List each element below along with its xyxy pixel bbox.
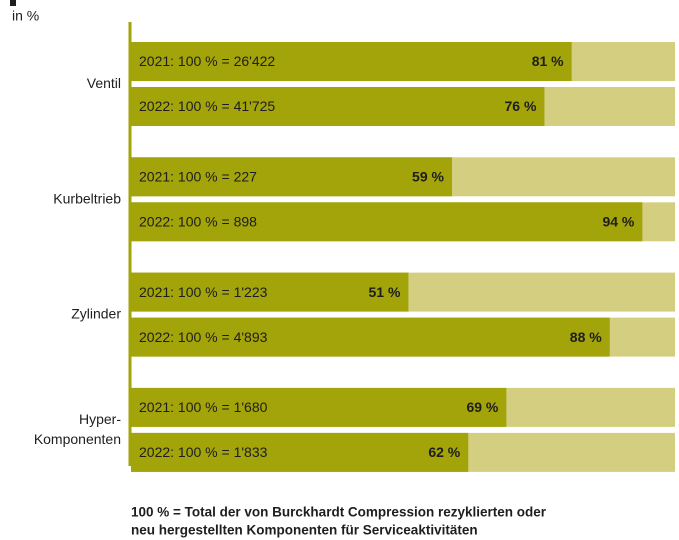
value-label: 59 %: [412, 169, 444, 185]
value-label: 88 %: [570, 329, 602, 345]
bar-label: 2021: 100 % = 26'422: [139, 53, 275, 69]
category-label: Ventil: [87, 75, 121, 91]
bar-label: 2021: 100 % = 1'680: [139, 399, 268, 415]
category-label: Kurbeltrieb: [53, 190, 121, 206]
chart-subtitle: in %: [12, 8, 39, 24]
footnote: neu hergestellten Komponenten für Servic…: [131, 523, 478, 538]
bar-label: 2021: 100 % = 227: [139, 169, 257, 185]
bar-label: 2021: 100 % = 1'223: [139, 284, 268, 300]
value-label: 62 %: [428, 444, 460, 460]
footnote: 100 % = Total der von Burckhardt Compres…: [131, 505, 547, 520]
value-label: 69 %: [466, 399, 498, 415]
bar: [131, 202, 643, 242]
title-fragment: [10, 0, 16, 6]
bar: [131, 317, 610, 357]
value-label: 94 %: [602, 214, 634, 230]
value-label: 81 %: [532, 53, 564, 69]
bar-label: 2022: 100 % = 1'833: [139, 444, 268, 460]
value-label: 51 %: [369, 284, 401, 300]
category-label: Hyper-Komponenten: [34, 411, 122, 447]
bar-label: 2022: 100 % = 4'893: [139, 329, 268, 345]
bar: [131, 42, 572, 81]
bar: [131, 432, 469, 472]
bar: [131, 387, 507, 427]
bar: [131, 272, 409, 312]
bar: [131, 87, 545, 126]
bar: [131, 157, 452, 197]
value-label: 76 %: [505, 98, 537, 114]
bar-label: 2022: 100 % = 41'725: [139, 98, 275, 114]
bar-label: 2022: 100 % = 898: [139, 214, 257, 230]
category-label: Zylinder: [71, 305, 121, 321]
